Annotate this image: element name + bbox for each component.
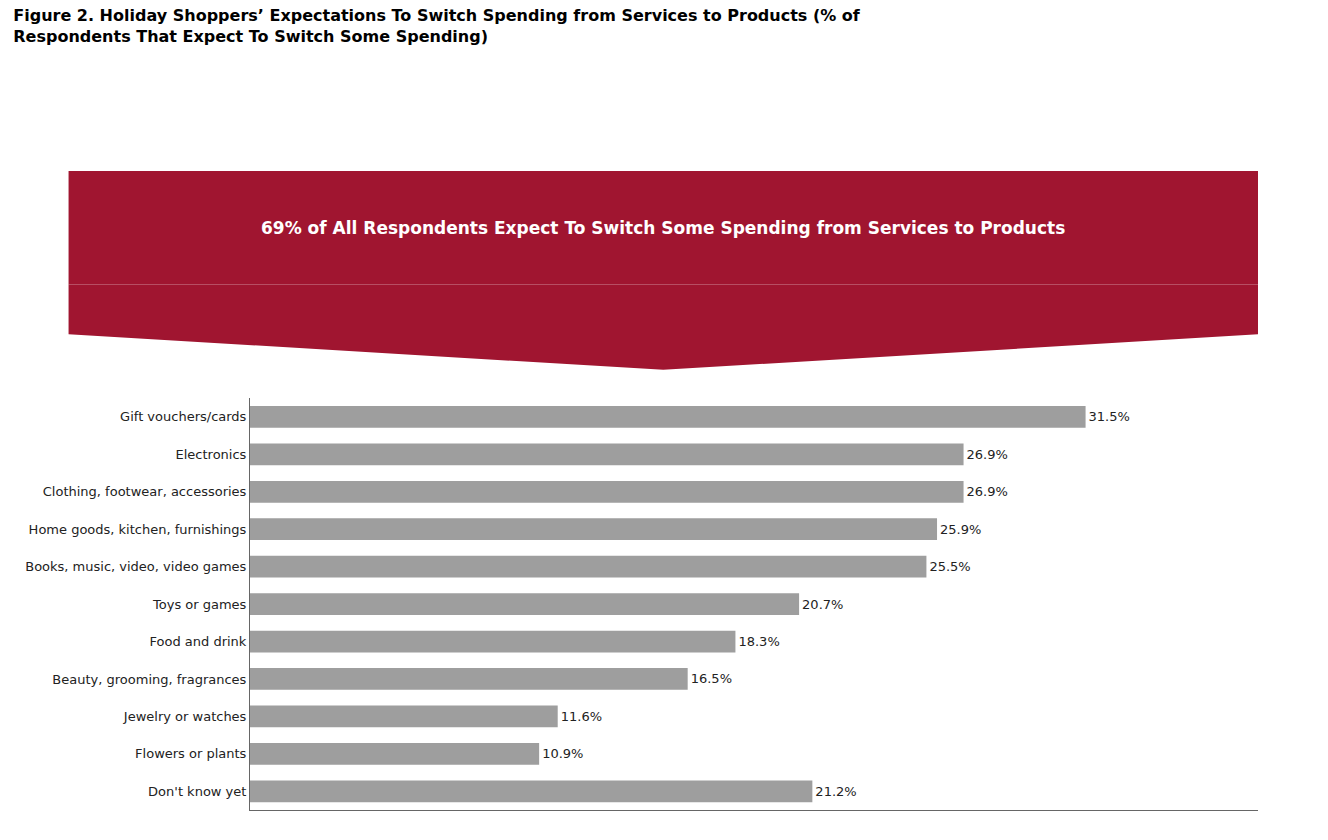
svg-text:25.5%: 25.5% — [929, 559, 970, 574]
svg-text:18.3%: 18.3% — [738, 634, 779, 649]
svg-text:20.7%: 20.7% — [802, 597, 843, 612]
svg-text:11.6%: 11.6% — [561, 709, 602, 724]
svg-text:21.2%: 21.2% — [815, 784, 856, 799]
svg-text:69% of All Respondents Expect: 69% of All Respondents Expect To Switch … — [261, 218, 1065, 238]
svg-text:10.9%: 10.9% — [542, 746, 583, 761]
svg-text:26.9%: 26.9% — [967, 484, 1008, 499]
svg-text:Books, music, video, video gam: Books, music, video, video games — [25, 559, 246, 574]
svg-text:31.5%: 31.5% — [1089, 409, 1130, 424]
svg-text:26.9%: 26.9% — [967, 447, 1008, 462]
svg-text:Figure 2. Holiday Shoppers’ Ex: Figure 2. Holiday Shoppers’ Expectations… — [13, 6, 861, 46]
svg-text:Home goods, kitchen, furnishin: Home goods, kitchen, furnishings — [29, 522, 247, 537]
svg-text:Don't know yet: Don't know yet — [148, 784, 246, 799]
svg-text:Food and drink: Food and drink — [150, 634, 247, 649]
svg-text:Gift vouchers/cards: Gift vouchers/cards — [120, 409, 247, 424]
svg-text:Flowers or plants: Flowers or plants — [135, 746, 247, 761]
svg-text:Beauty, grooming, fragrances: Beauty, grooming, fragrances — [52, 672, 246, 687]
svg-text:Jewelry or watches: Jewelry or watches — [123, 709, 247, 724]
svg-text:16.5%: 16.5% — [691, 671, 732, 686]
svg-text:Electronics: Electronics — [176, 447, 247, 462]
svg-text:Toys or games: Toys or games — [152, 597, 247, 612]
svg-text:25.9%: 25.9% — [940, 522, 981, 537]
svg-text:Clothing, footwear, accessorie: Clothing, footwear, accessories — [43, 484, 247, 499]
